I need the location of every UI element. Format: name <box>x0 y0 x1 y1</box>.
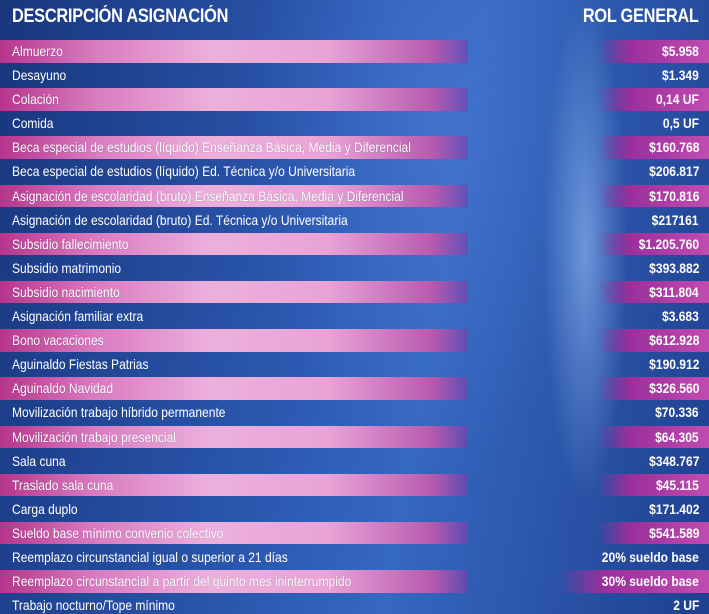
row-label: Beca especial de estudios (líquido) Ense… <box>0 136 468 159</box>
table-row: Reemplazo circunstancial igual o superio… <box>0 546 709 569</box>
row-label: Reemplazo circunstancial a partir del qu… <box>0 570 468 593</box>
row-label: Asignación de escolaridad (bruto) Ed. Té… <box>12 211 348 228</box>
row-value: $541.589 <box>597 521 709 545</box>
row-value: $326.560 <box>597 377 709 400</box>
table-row: Almuerzo $5.958 <box>0 40 709 63</box>
row-label: Sueldo base mínimo convenio colectivo <box>0 521 468 545</box>
row-label: Asignación de escolaridad (bruto) Enseña… <box>0 184 468 208</box>
table-row: Colación 0,14 UF <box>0 88 709 111</box>
row-value: 0,14 UF <box>597 88 709 111</box>
row-value: 2 UF <box>672 597 699 614</box>
table-row: Movilización trabajo presencial $64.305 <box>0 425 709 448</box>
table-row: Carga duplo $171.402 <box>0 498 709 521</box>
row-label: Movilización trabajo híbrido permanente <box>12 404 226 421</box>
row-label: Sala cuna <box>12 452 66 469</box>
row-value: $160.768 <box>597 136 709 159</box>
row-label: Subsidio fallecimiento <box>0 232 468 256</box>
table-row: Sueldo base mínimo convenio colectivo $5… <box>0 521 709 545</box>
row-value: $64.305 <box>597 425 709 448</box>
row-value: $612.928 <box>597 329 709 352</box>
row-value: $171.402 <box>648 500 699 517</box>
table-row: Beca especial de estudios (líquido) Ed. … <box>0 160 709 183</box>
table-row: Desayuno $1.349 <box>0 64 709 87</box>
table-row: Beca especial de estudios (líquido) Ense… <box>0 136 709 159</box>
table-body: Almuerzo $5.958 Desayuno $1.349 Colación… <box>0 40 709 614</box>
row-label: Aguinaldo Navidad <box>0 377 468 400</box>
row-label: Comida <box>12 115 54 132</box>
row-value: $170.816 <box>597 184 709 208</box>
table-row: Traslado sala cuna $45.115 <box>0 473 709 497</box>
row-value: $311.804 <box>597 280 709 304</box>
table-row: Asignación familiar extra $3.683 <box>0 305 709 328</box>
row-value: 0,5 UF <box>662 115 699 132</box>
table-row: Bono vacaciones $612.928 <box>0 329 709 352</box>
row-value: $393.882 <box>648 259 699 276</box>
row-value: $190.912 <box>648 356 699 373</box>
row-value: $217161 <box>652 211 699 228</box>
table-row: Subsidio fallecimiento $1.205.760 <box>0 232 709 256</box>
table-header: DESCRIPCIÓN ASIGNACIÓN ROL GENERAL <box>0 0 709 40</box>
header-description: DESCRIPCIÓN ASIGNACIÓN <box>12 6 229 27</box>
table-row: Reemplazo circunstancial a partir del qu… <box>0 570 709 593</box>
table-row: Sala cuna $348.767 <box>0 450 709 473</box>
table-row: Comida 0,5 UF <box>0 112 709 135</box>
row-label: Subsidio matrimonio <box>12 259 122 276</box>
table-row: Subsidio nacimiento $311.804 <box>0 280 709 304</box>
row-label: Reemplazo circunstancial igual o superio… <box>12 548 288 565</box>
row-label: Aguinaldo Fiestas Patrias <box>12 356 149 373</box>
row-label: Desayuno <box>12 67 67 84</box>
row-value: $45.115 <box>597 473 709 497</box>
table-row: Movilización trabajo híbrido permanente … <box>0 401 709 424</box>
row-label: Subsidio nacimiento <box>0 280 468 304</box>
row-value: $1.349 <box>662 67 699 84</box>
table-row: Subsidio matrimonio $393.882 <box>0 257 709 280</box>
table-row: Asignación de escolaridad (bruto) Ed. Té… <box>0 209 709 232</box>
row-label: Carga duplo <box>12 500 78 517</box>
row-value: $70.336 <box>655 404 699 421</box>
row-label: Movilización trabajo presencial <box>0 425 468 448</box>
row-label: Beca especial de estudios (líquido) Ed. … <box>12 163 356 180</box>
table-row: Asignación de escolaridad (bruto) Enseña… <box>0 184 709 208</box>
row-value: $348.767 <box>648 452 699 469</box>
table-row: Aguinaldo Fiestas Patrias $190.912 <box>0 353 709 376</box>
row-value: 30% sueldo base <box>559 570 709 593</box>
row-label: Traslado sala cuna <box>0 473 468 497</box>
row-label: Colación <box>0 88 468 111</box>
header-general-role: ROL GENERAL <box>583 6 699 27</box>
table-row: Aguinaldo Navidad $326.560 <box>0 377 709 400</box>
row-label: Asignación familiar extra <box>12 308 144 325</box>
row-label: Trabajo nocturno/Tope mínimo <box>12 597 175 614</box>
row-label: Almuerzo <box>0 40 468 63</box>
table-row: Trabajo nocturno/Tope mínimo 2 UF <box>0 594 709 614</box>
row-label: Bono vacaciones <box>0 329 468 352</box>
row-value: $3.683 <box>662 308 699 325</box>
row-value: 20% sueldo base <box>601 548 699 565</box>
row-value: $5.958 <box>597 40 709 63</box>
row-value: $1.205.760 <box>597 232 709 256</box>
row-value: $206.817 <box>648 163 699 180</box>
